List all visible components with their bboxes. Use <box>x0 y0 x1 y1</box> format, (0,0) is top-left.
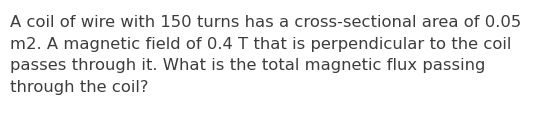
Text: A coil of wire with 150 turns has a cross-sectional area of 0.05
m2. A magnetic : A coil of wire with 150 turns has a cros… <box>10 15 521 95</box>
